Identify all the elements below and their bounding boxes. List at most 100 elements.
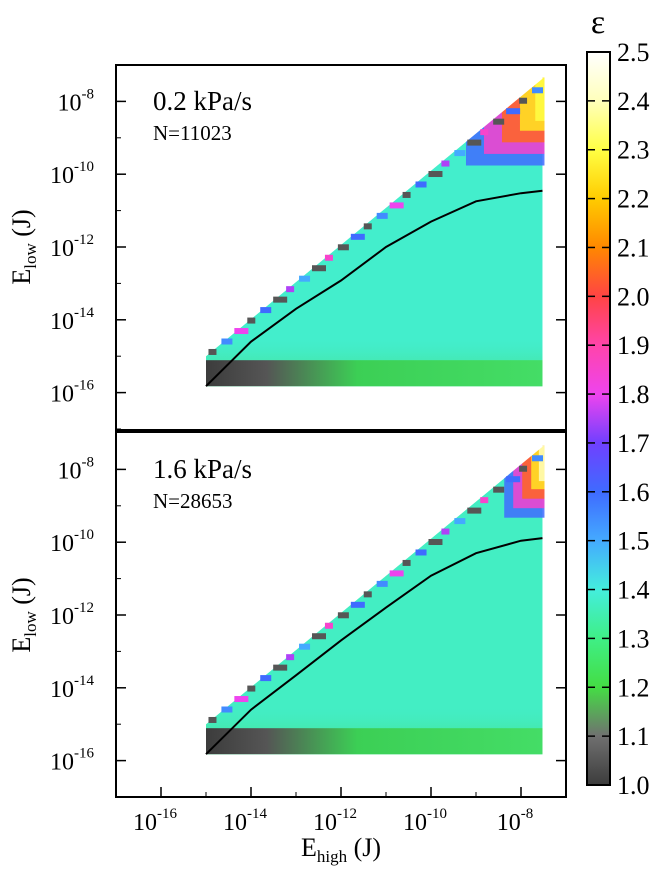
heatmap-mask [116,65,543,357]
heatmap-edge-cell [506,108,521,115]
y-axis-label-bottom: Elow (J) [7,577,40,652]
heatmap-edge-cell [480,129,489,136]
panel-count-bottom: N=28653 [153,489,233,513]
y-tick-label: 10-16 [50,746,94,776]
colorbar-tick-label: 1.3 [617,624,650,653]
heatmap-edge-cell [467,507,482,514]
heatmap-edge-cell [324,622,333,629]
panel-bottom: 10-16 10-14 10-12 10-10 10-8 1.6 kPa/s N=286… [7,433,566,798]
x-tick-label: 10-14 [223,806,267,836]
heatmap-edge-cell [363,223,372,230]
heatmap-edge-cell [234,696,249,703]
heatmap-edge-cell [247,317,256,324]
heatmap-edge-cell [376,580,388,587]
heatmap-edge-cell [247,685,256,692]
colorbar-tick-label: 2.2 [617,185,650,214]
colorbar-tick-label: 1.0 [617,771,650,800]
median-curve-top [205,189,543,387]
heatmap-edge-cell [324,254,333,261]
heatmap-edge-cell [519,97,528,104]
heatmap-edge-cell [415,181,427,188]
heatmap-edge-cell [467,139,482,146]
colorbar-tick-label: 2.4 [617,87,650,116]
heatmap-edge-cell [311,265,326,272]
y-tick-label: 10-8 [58,454,95,484]
y-tick-label: 10-12 [50,232,94,262]
heatmap-edge-cell [531,455,543,462]
heatmap-edge-cell [402,559,411,566]
x-ticks: 10-16 10-14 10-12 10-10 10-8 [115,787,533,836]
colorbar-tick-label: 1.2 [617,673,650,702]
heatmap-edge-cell [428,539,443,546]
heatmap-edge-cell [286,286,295,293]
heatmap-edge-cell [415,549,427,556]
colorbar-tick-label: 2.5 [617,38,650,67]
heatmap-edge-cell [376,212,388,219]
y-tick-label: 10-14 [50,305,94,335]
colorbar-tick-label: 1.9 [617,331,650,360]
heatmap-edge-cell [531,87,543,94]
y-tick-label: 10-10 [50,159,94,189]
colorbar-bar [586,51,611,786]
heatmap-edge-cell [441,160,450,167]
colorbar-tick-label: 2.1 [617,233,650,262]
heatmap-edge-cell [337,612,349,619]
heatmap-top [116,65,545,387]
heatmap-edge-cell [493,118,505,125]
heatmap-edge-cell [260,307,272,314]
heatmap-edge-cell [273,296,288,303]
colorbar-tick-label: 1.4 [617,576,650,605]
heatmap-edge-cell [454,150,466,157]
median-curve-bottom [205,537,543,755]
heatmap-edge-cell [493,486,505,493]
heatmap-edge-cell [350,233,365,240]
heatmap-hot-cell [535,77,545,121]
heatmap-edge-cell [506,476,521,483]
heatmap-edge-cell [299,643,311,650]
heatmap-mask [116,433,543,725]
colorbar-tick-label: 2.3 [617,136,650,165]
panel-count-top: N=11023 [153,121,232,145]
x-tick-label: 10-12 [313,806,357,836]
heatmap-edge-cell [286,654,295,661]
colorbar-tick-label: 1.5 [617,527,650,556]
heatmap-edge-cell [311,633,326,640]
panel-top: 10-16 10-14 10-12 10-10 10-8 0.2 kPa/s N=110… [7,65,566,430]
y-ticks-bottom: 10-16 10-14 10-12 10-10 10-8 [50,454,566,798]
colorbar-tick-label: 2.0 [617,282,650,311]
heatmap-edge-cell [402,191,411,198]
heatmap-edge-cell [221,706,233,713]
panel-title-bottom: 1.6 kPa/s [153,454,252,484]
x-tick-label: 10-10 [403,806,447,836]
y-tick-label: 10-16 [50,378,94,408]
heatmap-edge-cell [234,328,249,335]
x-axis-label: Ehigh (J) [301,833,381,866]
heatmap-edge-cell [480,497,489,504]
heatmap-edge-cell [299,275,311,282]
y-ticks-top: 10-16 10-14 10-12 10-10 10-8 [50,86,566,430]
heatmap-floor-strip [206,728,543,755]
heatmap-edge-cell [273,664,288,671]
heatmap-edge-cell [208,348,217,355]
y-tick-label: 10-8 [58,86,95,116]
y-tick-label: 10-12 [50,600,94,630]
heatmap-edge-cell [363,591,372,598]
heatmap-edge-cell [389,202,404,209]
heatmap-edge-cell [260,675,272,682]
heatmap-edge-cell [208,716,217,723]
colorbar: ε 1.0 1.1 1.2 1.3 1.4 1.5 1.6 1.7 1.8 1.9 2.0 2.1 2.… [586,4,650,800]
y-axis-label-top: Elow (J) [7,209,40,284]
x-tick-label: 10-16 [133,806,177,836]
colorbar-ticks: 1.0 1.1 1.2 1.3 1.4 1.5 1.6 1.7 1.8 1.9 2.0 2.1 2.2 2… [587,38,650,800]
heatmap-floor-strip [206,360,543,387]
colorbar-tick-label: 1.7 [617,429,650,458]
colorbar-symbol: ε [591,4,605,41]
colorbar-tick-label: 1.1 [617,722,650,751]
colorbar-tick-label: 1.8 [617,380,650,409]
heatmap-hot-cell [538,445,545,482]
heatmap-edge-cell [454,518,466,525]
heatmap-edge-cell [441,528,450,535]
y-tick-label: 10-14 [50,673,94,703]
heatmap-edge-cell [428,171,443,178]
y-tick-label: 10-10 [50,527,94,557]
